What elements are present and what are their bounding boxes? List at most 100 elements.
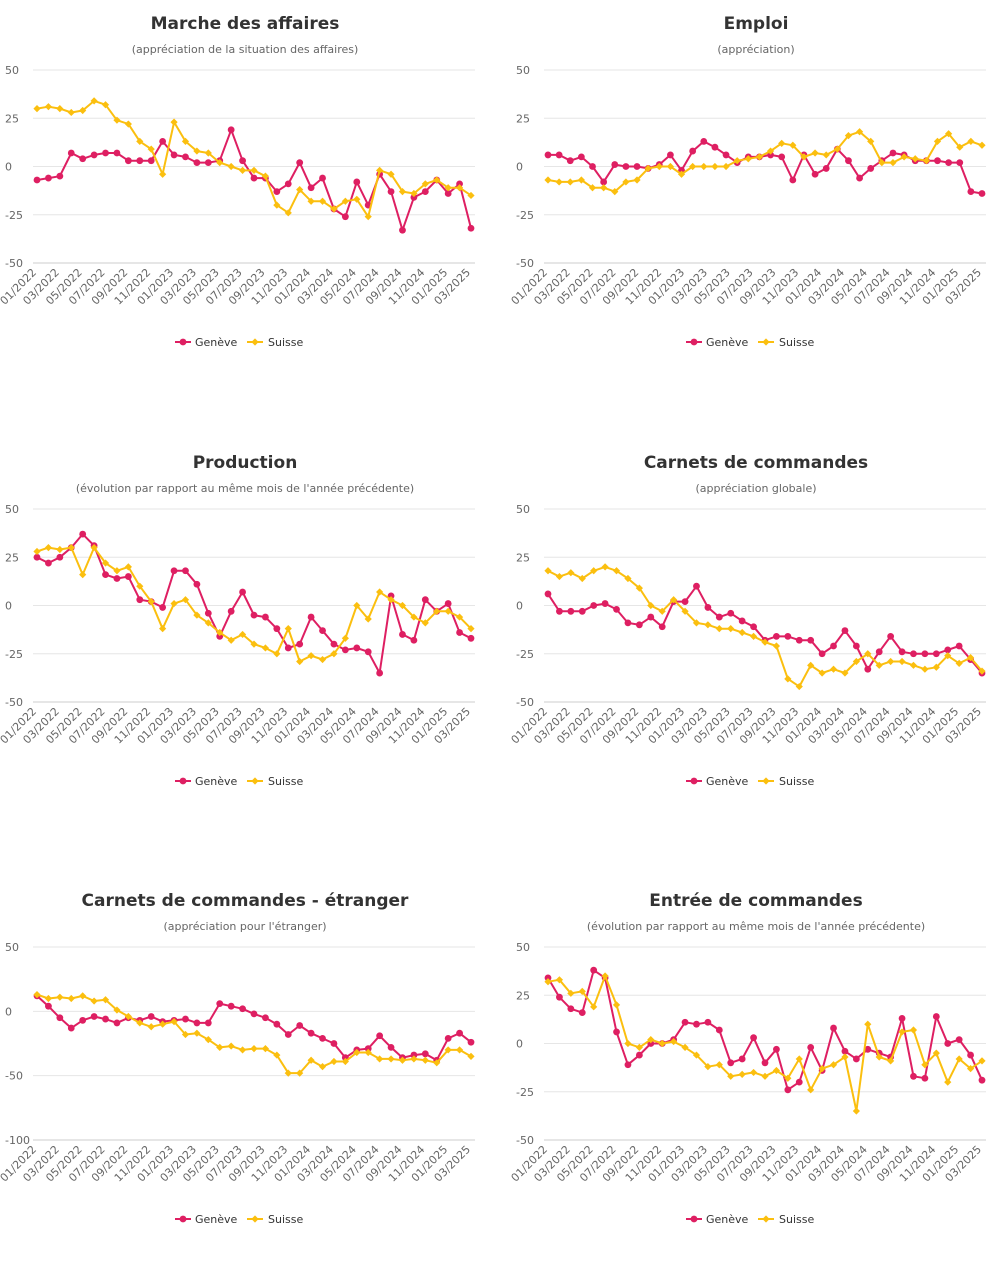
data-point-suisse — [341, 1057, 349, 1066]
legend-label-geneve: Genève — [706, 775, 749, 788]
data-point-geneve — [750, 623, 757, 631]
data-point-suisse — [318, 655, 327, 664]
data-point-suisse — [284, 1069, 292, 1077]
data-point-suisse — [567, 569, 575, 577]
data-point-geneve — [410, 1051, 418, 1059]
line-chart: 50250-25-5001/202203/202205/202207/20220… — [511, 64, 986, 349]
data-point-geneve — [147, 1013, 155, 1020]
data-point-geneve — [262, 613, 269, 621]
data-point-geneve — [341, 646, 349, 654]
chart-subtitle: (appréciation de la situation des affair… — [131, 43, 359, 56]
chart-panel-carnets-de-commandes: Carnets de commandes (appréciation globa… — [511, 439, 1001, 829]
data-point-suisse — [159, 1020, 167, 1028]
data-point-suisse — [749, 632, 758, 640]
data-point-geneve — [910, 1072, 917, 1080]
data-point-suisse — [555, 178, 563, 186]
data-point-suisse — [216, 1043, 224, 1051]
data-point-suisse — [864, 650, 872, 658]
data-point-suisse — [784, 675, 792, 683]
data-point-suisse — [273, 650, 281, 658]
data-point-suisse — [567, 989, 575, 997]
y-tick-label: -50 — [516, 257, 534, 270]
data-point-suisse — [590, 567, 598, 575]
data-point-geneve — [159, 604, 167, 611]
data-point-geneve — [978, 190, 986, 197]
y-tick-label: -50 — [516, 1134, 534, 1147]
data-point-geneve — [364, 1045, 372, 1053]
data-point-geneve — [841, 1047, 849, 1055]
data-point-geneve — [773, 1045, 780, 1053]
legend-label-geneve: Genève — [195, 775, 238, 788]
data-point-geneve — [399, 226, 406, 234]
data-point-geneve — [239, 157, 246, 165]
data-point-suisse — [433, 607, 441, 615]
data-point-geneve — [193, 580, 201, 588]
data-point-suisse — [966, 1064, 975, 1073]
data-point-geneve — [722, 151, 730, 159]
data-point-suisse — [956, 143, 964, 151]
data-point-geneve — [944, 1040, 952, 1047]
data-point-suisse — [387, 1055, 395, 1063]
data-point-geneve — [841, 627, 849, 634]
data-point-suisse — [364, 213, 372, 221]
data-point-suisse — [744, 155, 752, 163]
data-point-suisse — [398, 187, 407, 196]
data-point-suisse — [376, 588, 384, 596]
data-point-geneve — [90, 1013, 98, 1020]
data-point-suisse — [829, 665, 838, 673]
data-point-suisse — [844, 132, 853, 140]
data-point-geneve — [319, 627, 326, 634]
data-point-suisse — [467, 1052, 475, 1060]
data-point-suisse — [704, 621, 712, 629]
data-point-suisse — [433, 1059, 441, 1067]
data-point-geneve — [319, 174, 326, 182]
data-point-geneve — [421, 596, 429, 604]
legend-marker-geneve — [690, 1215, 698, 1223]
y-tick-label: -25 — [5, 209, 23, 222]
data-point-suisse — [113, 567, 121, 575]
data-point-geneve — [456, 180, 463, 188]
data-point-suisse — [398, 1056, 407, 1064]
data-point-geneve — [864, 665, 872, 673]
chart-panel-emploi: Emploi (appréciation) 50 25 0 -25 -50 01/2022… — [511, 0, 1001, 390]
data-point-geneve — [875, 648, 883, 656]
data-point-suisse — [330, 205, 338, 213]
data-point-suisse — [670, 1037, 678, 1046]
data-point-suisse — [147, 598, 155, 606]
chart-panel-carnets-de-commandes-etranger: Carnets de commandes - étranger (appréci… — [0, 877, 490, 1267]
legend-marker-geneve — [690, 338, 698, 346]
data-point-geneve — [784, 1086, 792, 1094]
data-point-suisse — [124, 120, 132, 128]
data-point-geneve — [624, 619, 632, 627]
data-point-suisse — [90, 97, 98, 105]
data-point-suisse — [635, 1043, 643, 1051]
data-point-suisse — [44, 544, 53, 552]
data-point-geneve — [555, 151, 563, 159]
data-point-suisse — [387, 170, 395, 178]
line-chart: 500-50-10001/202203/202205/202207/202209… — [0, 941, 475, 1226]
data-point-geneve — [932, 1013, 940, 1020]
data-point-geneve — [444, 1034, 452, 1042]
legend-marker-suisse — [251, 777, 259, 785]
chart-legend: Genève Suisse — [686, 336, 814, 349]
data-point-geneve — [590, 602, 598, 609]
data-point-geneve — [193, 1019, 201, 1027]
y-tick-label: 25 — [516, 112, 530, 125]
y-tick-label: 25 — [5, 551, 19, 564]
data-point-geneve — [182, 153, 189, 161]
data-point-suisse — [677, 170, 686, 178]
data-point-suisse — [261, 1045, 270, 1053]
y-tick-label: 50 — [5, 503, 19, 516]
data-point-suisse — [789, 141, 797, 149]
data-point-geneve — [273, 188, 281, 195]
data-point-geneve — [284, 180, 292, 188]
data-point-geneve — [693, 1020, 700, 1028]
data-point-suisse — [933, 137, 942, 146]
legend-label-suisse: Suisse — [779, 1213, 814, 1226]
data-point-geneve — [387, 188, 395, 195]
data-point-suisse — [307, 652, 315, 660]
data-point-geneve — [444, 600, 452, 607]
y-tick-label: 50 — [516, 64, 530, 77]
data-point-geneve — [113, 575, 121, 582]
chart-subtitle: (appréciation) — [717, 43, 795, 56]
